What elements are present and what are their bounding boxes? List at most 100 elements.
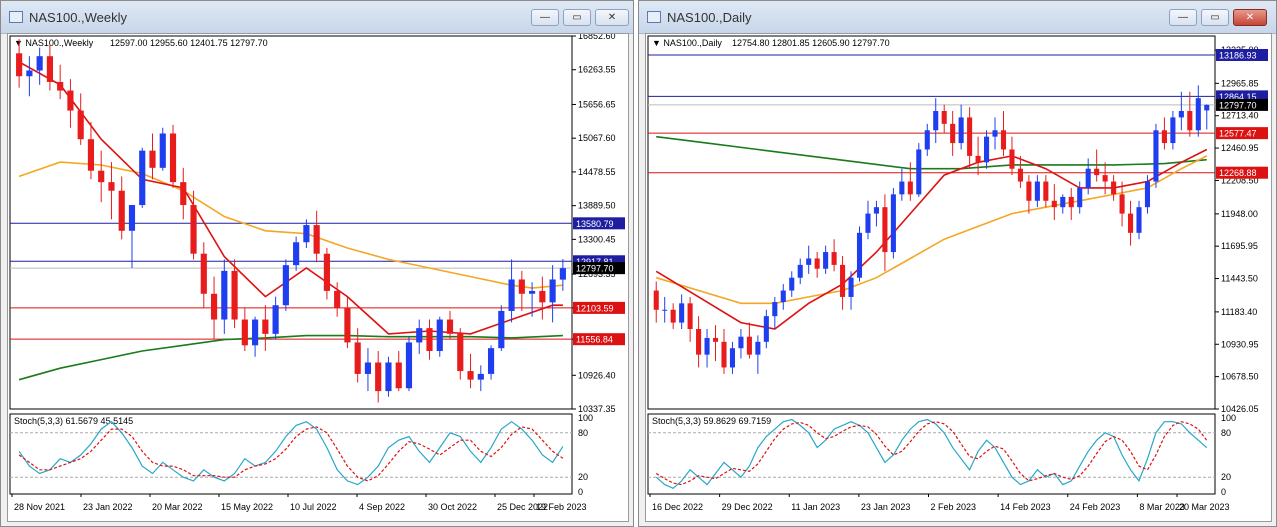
candle-body — [395, 362, 402, 389]
candle-body — [139, 150, 146, 206]
candle-body — [190, 205, 197, 254]
price-label-text: 12797.70 — [1219, 100, 1257, 110]
close-button[interactable]: ✕ — [1233, 9, 1267, 26]
candle-body — [77, 110, 84, 140]
candle-body — [899, 181, 905, 195]
candle-body — [1204, 104, 1210, 111]
daily-chart-svg: ▼ NAS100.,Daily 12754.80 12801.85 12605.9… — [647, 35, 1268, 512]
weekly-chart-window[interactable]: NAS100.,Weekly — ▭ ✕ ▼ NAS100.,Weekly 125… — [0, 0, 634, 527]
x-tick-label: 24 Feb 2023 — [1070, 502, 1121, 512]
x-tick-label: 23 Jan 2022 — [83, 502, 133, 512]
candle-body — [1094, 168, 1100, 176]
price-label-text: 13186.93 — [1219, 50, 1257, 60]
candle-body — [1017, 168, 1023, 182]
y-tick-label: 11443.50 — [1221, 274, 1258, 284]
price-label-text: 13580.79 — [576, 219, 614, 229]
moving-average-slow-line — [655, 155, 1208, 305]
candle-body — [169, 133, 177, 183]
candle-body — [364, 362, 372, 374]
minimize-button[interactable]: — — [1169, 9, 1197, 26]
candle-body — [118, 190, 125, 231]
x-tick-label: 25 Dec 2022 — [497, 502, 548, 512]
candle-body — [814, 258, 820, 269]
daily-chart-area[interactable]: ▼ NAS100.,Daily 12754.80 12801.85 12605.9… — [645, 33, 1272, 522]
stochastic-tick-label: 80 — [578, 428, 588, 438]
candle-body — [487, 348, 495, 374]
candle-body — [984, 136, 990, 163]
candle-body — [1136, 207, 1142, 233]
price-label-box — [573, 217, 625, 230]
candle-body — [950, 123, 956, 144]
candle-body — [354, 342, 361, 374]
candle-body — [941, 111, 947, 124]
candle-body — [16, 53, 23, 77]
price-label-text: 11556.84 — [576, 335, 613, 345]
candle-body — [738, 336, 744, 349]
candle-body — [746, 336, 752, 355]
candle-body — [873, 207, 879, 214]
candle-body — [272, 305, 279, 334]
y-tick-label: 10337.35 — [578, 404, 616, 414]
candle-body — [344, 308, 351, 343]
candle-body — [712, 337, 719, 342]
candle-body — [1153, 130, 1159, 182]
candle-body — [180, 182, 187, 206]
candle-body — [436, 319, 443, 352]
x-tick-label: 14 Feb 2023 — [1000, 502, 1051, 512]
candle-body — [108, 182, 115, 191]
stochastic-header: Stoch(5,3,3) 61.5679 45.5145 — [14, 416, 133, 426]
candle-body — [67, 90, 74, 111]
candle-body — [87, 139, 95, 171]
candle-body — [1060, 196, 1066, 208]
y-tick-label: 13889.50 — [578, 201, 616, 211]
stochastic-plot-frame — [647, 413, 1216, 495]
daily-window-titlebar[interactable]: NAS100.,Daily — ▭ ✕ — [639, 1, 1276, 34]
candle-body — [1043, 181, 1049, 201]
x-tick-label: 19 Feb 2023 — [536, 502, 587, 512]
close-button[interactable]: ✕ — [595, 9, 629, 26]
candle-body — [313, 225, 320, 254]
candle-body — [831, 252, 837, 265]
candle-body — [385, 362, 392, 392]
x-tick-label: 10 Jul 2022 — [290, 502, 337, 512]
candle-body — [729, 348, 736, 368]
candle-body — [882, 207, 888, 253]
price-label-box — [573, 262, 625, 275]
candle-body — [1102, 175, 1108, 182]
y-tick-label: 10926.40 — [578, 370, 616, 380]
daily-chart-window[interactable]: NAS100.,Daily — ▭ ✕ ▼ NAS100.,Daily 12754… — [638, 0, 1277, 527]
moving-average-fast-line — [18, 61, 563, 335]
candle-body — [755, 341, 761, 355]
y-tick-label: 16263.55 — [578, 65, 616, 75]
candle-body — [704, 337, 710, 355]
candle-body — [890, 194, 896, 253]
chart-header-symbol: ▼ NAS100.,Daily — [652, 38, 722, 48]
candle-body — [549, 279, 556, 303]
minimize-button[interactable]: — — [531, 9, 559, 26]
stochastic-main-line — [18, 420, 564, 486]
candle-body — [518, 279, 525, 294]
maximize-button[interactable]: ▭ — [1201, 9, 1229, 26]
candle-body — [303, 225, 310, 243]
weekly-chart-area[interactable]: ▼ NAS100.,Weekly 12597.00 12955.60 12401.… — [7, 31, 629, 522]
stochastic-tick-label: 80 — [1221, 428, 1231, 438]
y-tick-label: 12713.40 — [1221, 111, 1259, 121]
x-tick-label: 29 Dec 2022 — [722, 502, 773, 512]
candle-body — [57, 81, 64, 91]
candle-body — [457, 333, 464, 372]
chart-header-ohlc: 12597.00 12955.60 12401.75 12797.70 — [110, 38, 268, 48]
candle-body — [1178, 111, 1184, 118]
price-label-text: 12103.59 — [576, 303, 614, 313]
weekly-window-titlebar[interactable]: NAS100.,Weekly — ▭ ✕ — [1, 1, 633, 34]
maximize-button[interactable]: ▭ — [563, 9, 591, 26]
candle-body — [36, 56, 43, 71]
candle-body — [159, 133, 166, 168]
candle-body — [149, 150, 156, 168]
candle-body — [721, 341, 727, 368]
price-plot-frame — [9, 35, 573, 410]
candle-body — [806, 258, 812, 265]
candle-body — [241, 319, 248, 346]
candle-body — [1144, 181, 1151, 208]
y-tick-label: 11695.95 — [1221, 241, 1258, 251]
stochastic-tick-label: 20 — [1221, 472, 1231, 482]
